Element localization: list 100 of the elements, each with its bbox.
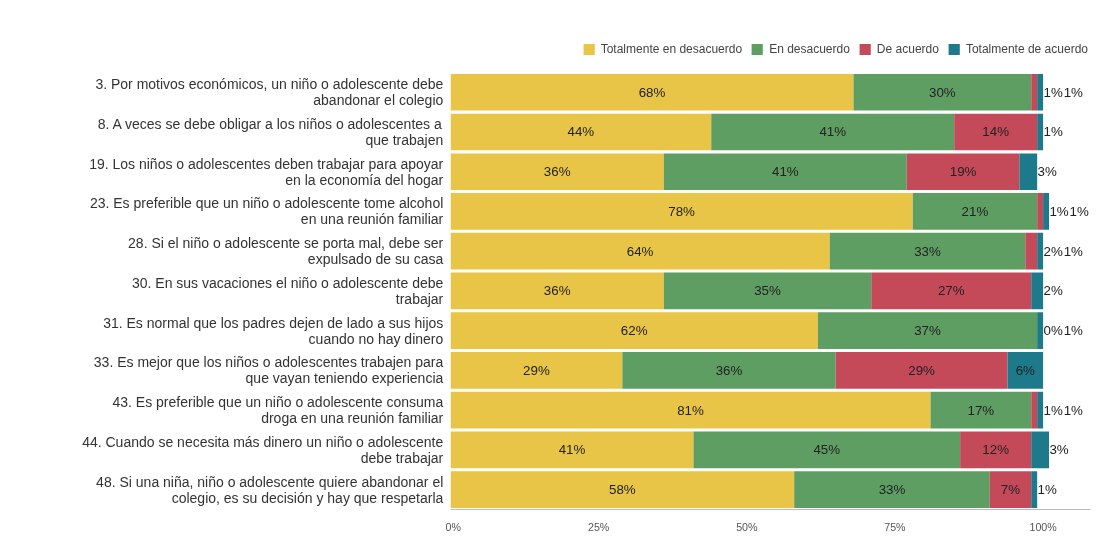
data-label: 3% (1037, 164, 1058, 180)
data-label: 37% (914, 323, 942, 339)
bar (1031, 431, 1050, 469)
data-label: 41% (771, 164, 799, 180)
data-label: 81% (677, 402, 704, 418)
data-label: 1% (1063, 323, 1084, 339)
bar (622, 352, 836, 389)
bar (1025, 232, 1038, 270)
bar (663, 153, 907, 190)
bar (1037, 73, 1044, 111)
data-label: 17% (967, 402, 995, 418)
y-tick-label: 31. Es normal que los padres dejen de lado a sus hijos cuando no hay dinero (103, 314, 444, 347)
x-tick-label: 75% (884, 520, 907, 533)
data-label: 33% (878, 482, 906, 498)
y-tick-label: 19. Los niños o adolescentes deben trabajar para apoyar en la economía del hogar (89, 155, 444, 188)
data-label: 12% (982, 442, 1010, 458)
data-label: 64% (626, 243, 654, 259)
data-label: 1% (1049, 203, 1069, 219)
x-tick-label: 25% (587, 520, 610, 533)
y-tick-label: 8. A veces se debe obligar a los niños o adolescentes a que trabajen (97, 115, 444, 148)
bar (1031, 272, 1044, 310)
data-label: 1% (1043, 402, 1063, 418)
bar (1019, 153, 1038, 190)
data-label: 7% (1000, 482, 1021, 498)
data-label: 33% (914, 243, 942, 259)
data-label: 44% (567, 124, 595, 140)
data-label: 1% (1043, 84, 1063, 100)
bar (711, 113, 955, 151)
legend-label: De acuerdo (876, 42, 939, 56)
bar (1037, 391, 1044, 429)
bar (912, 193, 1038, 230)
bar (853, 73, 1032, 111)
bar (1037, 232, 1044, 270)
y-tick-label: 44. Cuando se necesita más dinero un niño o adolescente debe trabajar (82, 433, 444, 466)
bar (450, 193, 913, 230)
data-label: 30% (929, 84, 956, 100)
legend-label: En desacuerdo (769, 42, 850, 56)
bar (1037, 193, 1044, 230)
data-label: 29% (908, 362, 936, 378)
data-label: 78% (668, 203, 696, 219)
bar (450, 352, 623, 389)
legend-label: Totalmente de acuerdo (965, 42, 1088, 56)
data-label: 1% (1063, 84, 1084, 100)
data-label: 35% (754, 283, 782, 299)
y-tick-label: 33. Es mejor que los niños o adolescentes trabajen para que vayan teniendo experiencia (93, 354, 444, 387)
data-label: 0% (1043, 323, 1063, 339)
bar (989, 471, 1032, 508)
bar (794, 471, 990, 508)
bar (450, 232, 830, 270)
bar (906, 153, 1020, 190)
y-tick-label: 30. En sus vacaciones el niño o adolescente debe trabajar (131, 274, 444, 307)
bar (450, 312, 818, 349)
bar (450, 471, 795, 508)
data-label: 6% (1015, 362, 1036, 378)
data-label: 21% (961, 203, 989, 219)
bar (835, 352, 1008, 389)
data-label: 1% (1063, 243, 1084, 259)
y-tick-label: 48. Si una niña, niño o adolescente quiere abandonar el colegio, es su decisión y hay que respetarla (96, 473, 444, 506)
data-label: 36% (543, 283, 571, 299)
data-label: 1% (1063, 402, 1084, 418)
data-label: 36% (543, 164, 571, 180)
y-tick-label: 23. Es preferible que un niño o adolescente tome alcohol en una reunión familiar (89, 195, 444, 228)
data-label: 58% (609, 482, 636, 498)
bar (693, 431, 961, 469)
y-tick-label: 28. Si el niño o adolescente se porta mal, debe ser expulsado de su casa (128, 235, 444, 268)
bar (1031, 391, 1038, 429)
x-tick-label: 50% (736, 520, 758, 533)
data-label: 36% (715, 362, 743, 378)
data-label: 41% (819, 124, 847, 140)
bar (450, 73, 854, 111)
bar (954, 113, 1038, 151)
data-label: 27% (937, 283, 965, 299)
bar (450, 272, 664, 310)
data-label: 29% (523, 362, 550, 378)
bar (450, 431, 694, 469)
data-label: 3% (1049, 442, 1069, 458)
bar (960, 431, 1032, 469)
bar (930, 391, 1032, 429)
bar (871, 272, 1032, 310)
data-label: 1% (1037, 482, 1058, 498)
y-tick-label: 43. Es preferible que un niño o adolescente consuma droga en una reunión familiar (112, 394, 444, 427)
bar (450, 391, 931, 429)
data-label: 1% (1069, 203, 1090, 219)
bar (817, 312, 1038, 349)
bar (1037, 113, 1044, 151)
x-tick-label: 0% (445, 520, 462, 533)
data-label: 68% (638, 84, 666, 100)
legend-label: Totalmente en desacuerdo (600, 42, 743, 56)
bar (1031, 73, 1038, 111)
y-tick-label: 3. Por motivos económicos, un niño o adolescente debe abandonar el colegio (95, 76, 444, 109)
bar (1043, 193, 1050, 230)
bar (450, 153, 664, 190)
data-label: 41% (558, 442, 586, 458)
data-label: 2% (1043, 243, 1063, 259)
bar (1007, 352, 1044, 389)
bar (829, 232, 1026, 270)
data-label: 45% (813, 442, 841, 458)
data-label: 62% (620, 323, 648, 339)
bar (663, 272, 872, 310)
data-label: 19% (949, 164, 977, 180)
